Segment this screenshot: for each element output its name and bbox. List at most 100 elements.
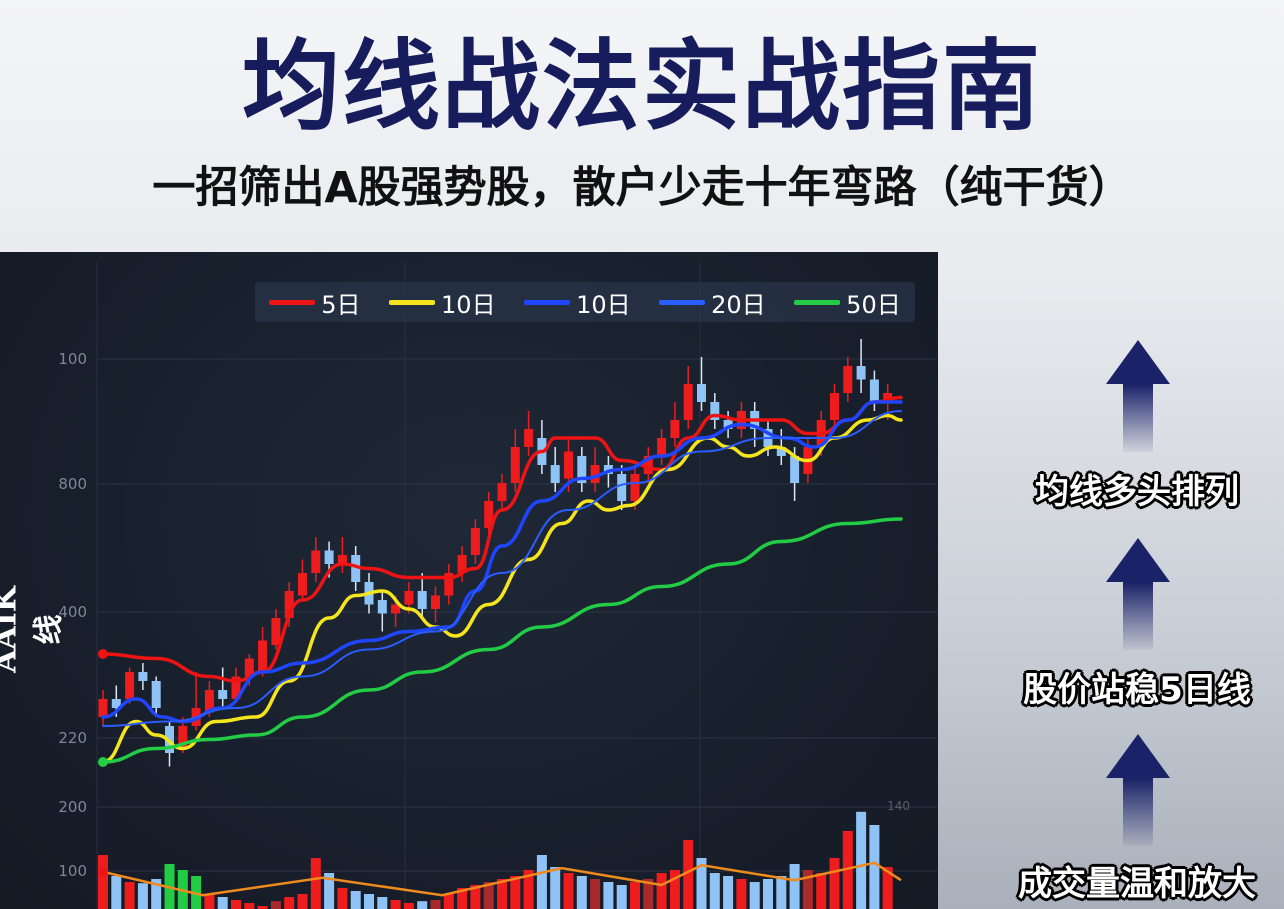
candle-body bbox=[643, 456, 653, 474]
volume-bar bbox=[151, 879, 162, 909]
candle-body bbox=[391, 604, 401, 614]
volume-bar bbox=[736, 879, 747, 909]
volume-bar bbox=[270, 901, 281, 909]
volume-bar bbox=[816, 873, 827, 909]
candle-body bbox=[351, 555, 361, 582]
candle-body bbox=[603, 465, 613, 474]
ma-line-1 bbox=[101, 413, 903, 764]
volume-bar bbox=[869, 825, 880, 909]
candle-body bbox=[670, 420, 680, 438]
y-tick-label: 400 bbox=[58, 603, 87, 621]
legend-swatch bbox=[524, 299, 571, 305]
candle-body bbox=[417, 591, 427, 609]
volume-bar bbox=[590, 879, 601, 909]
volume-bar bbox=[257, 906, 268, 909]
candle-body bbox=[204, 690, 214, 713]
legend-item-ma20: 20日 bbox=[659, 285, 766, 320]
volume-bar bbox=[802, 870, 813, 909]
volume-bar bbox=[763, 879, 773, 909]
candle-body bbox=[284, 591, 294, 618]
volume-bar bbox=[483, 882, 494, 909]
legend-label: 10日 bbox=[441, 290, 496, 319]
volume-bar bbox=[137, 883, 148, 909]
ma-line-3 bbox=[102, 410, 902, 727]
volume-bar bbox=[776, 876, 787, 909]
candle-body bbox=[470, 528, 480, 555]
candle-body bbox=[856, 366, 866, 380]
volume-bar bbox=[643, 879, 654, 909]
volume-bar bbox=[630, 882, 640, 909]
legend-label: 5日 bbox=[321, 290, 361, 319]
candle-body bbox=[617, 474, 627, 501]
volume-ma-start-dot bbox=[98, 866, 108, 877]
volume-bar bbox=[856, 811, 867, 909]
candle-body bbox=[510, 447, 520, 483]
candle-body bbox=[630, 474, 640, 501]
candle-body bbox=[497, 483, 507, 501]
volume-bar bbox=[443, 894, 454, 909]
volume-bar bbox=[403, 903, 414, 909]
candle-body bbox=[723, 420, 733, 429]
step-label: 成交量温和放大 bbox=[1018, 864, 1256, 904]
ma-line-4 bbox=[101, 517, 903, 764]
candle-body bbox=[271, 618, 281, 645]
candle-body bbox=[710, 402, 720, 420]
volume-bar bbox=[603, 882, 614, 909]
candle-body bbox=[830, 393, 839, 420]
page-title: 均线战法实战指南 bbox=[241, 30, 1042, 144]
up-arrow-icon bbox=[1106, 734, 1170, 846]
candle-body bbox=[231, 676, 241, 699]
candle-body bbox=[311, 550, 321, 573]
y-tick-label: 100 bbox=[58, 350, 87, 368]
volume-bar bbox=[576, 876, 587, 909]
candle-body bbox=[324, 550, 334, 564]
volume-bar bbox=[324, 873, 335, 909]
volume-bar bbox=[364, 894, 374, 909]
volume-bar bbox=[829, 858, 840, 909]
volume-bar bbox=[842, 831, 853, 909]
volume-bar bbox=[723, 876, 734, 909]
legend-swatch bbox=[659, 299, 706, 305]
ma5-start-dot bbox=[98, 649, 108, 659]
volume-bar bbox=[550, 867, 561, 909]
candle-body bbox=[444, 573, 454, 596]
y-axis-label: AAIK线 bbox=[0, 586, 67, 673]
legend-swatch bbox=[269, 299, 316, 305]
candle-body bbox=[404, 591, 414, 605]
legend-swatch bbox=[794, 299, 841, 305]
volume-ma-line bbox=[102, 861, 902, 897]
candle-body bbox=[258, 640, 268, 672]
volume-bar bbox=[789, 864, 800, 909]
ma50-start-dot bbox=[98, 757, 108, 767]
candle-body bbox=[111, 699, 121, 708]
volume-bar bbox=[297, 894, 308, 909]
candle-body bbox=[883, 393, 893, 402]
y-tick-label: 100 bbox=[58, 862, 87, 880]
volume-bar bbox=[523, 870, 534, 909]
candle-body bbox=[524, 429, 534, 447]
volume-bar bbox=[350, 891, 361, 909]
step-label: 均线多头排列 bbox=[1035, 472, 1239, 512]
chart-panel bbox=[0, 252, 938, 909]
page-subtitle: 一招筛出A股强势股，散户少走十年弯路（纯干货） bbox=[152, 163, 1132, 213]
legend-item-ma10-yellow: 10日 bbox=[389, 285, 496, 320]
up-arrow-icon bbox=[1106, 538, 1170, 650]
y-tick-label: 800 bbox=[58, 475, 87, 493]
candle-body bbox=[657, 438, 667, 456]
volume-bar bbox=[377, 897, 388, 909]
volume-bar bbox=[244, 903, 255, 909]
volume-bar bbox=[457, 888, 468, 909]
legend-swatch bbox=[389, 299, 436, 305]
volume-bar bbox=[417, 901, 428, 909]
candle-body bbox=[683, 384, 693, 420]
volume-tick-label: 140 bbox=[887, 799, 910, 813]
candle-body bbox=[125, 672, 135, 699]
volume-bar bbox=[284, 897, 295, 909]
volume-bar bbox=[709, 873, 720, 909]
volume-bar bbox=[390, 900, 401, 909]
y-tick-label: 200 bbox=[58, 798, 87, 816]
legend-label: 10日 bbox=[576, 290, 631, 319]
step-label: 股价站稳5日线 bbox=[1023, 670, 1251, 710]
volume-bar bbox=[616, 885, 627, 909]
candle-body bbox=[550, 465, 560, 483]
